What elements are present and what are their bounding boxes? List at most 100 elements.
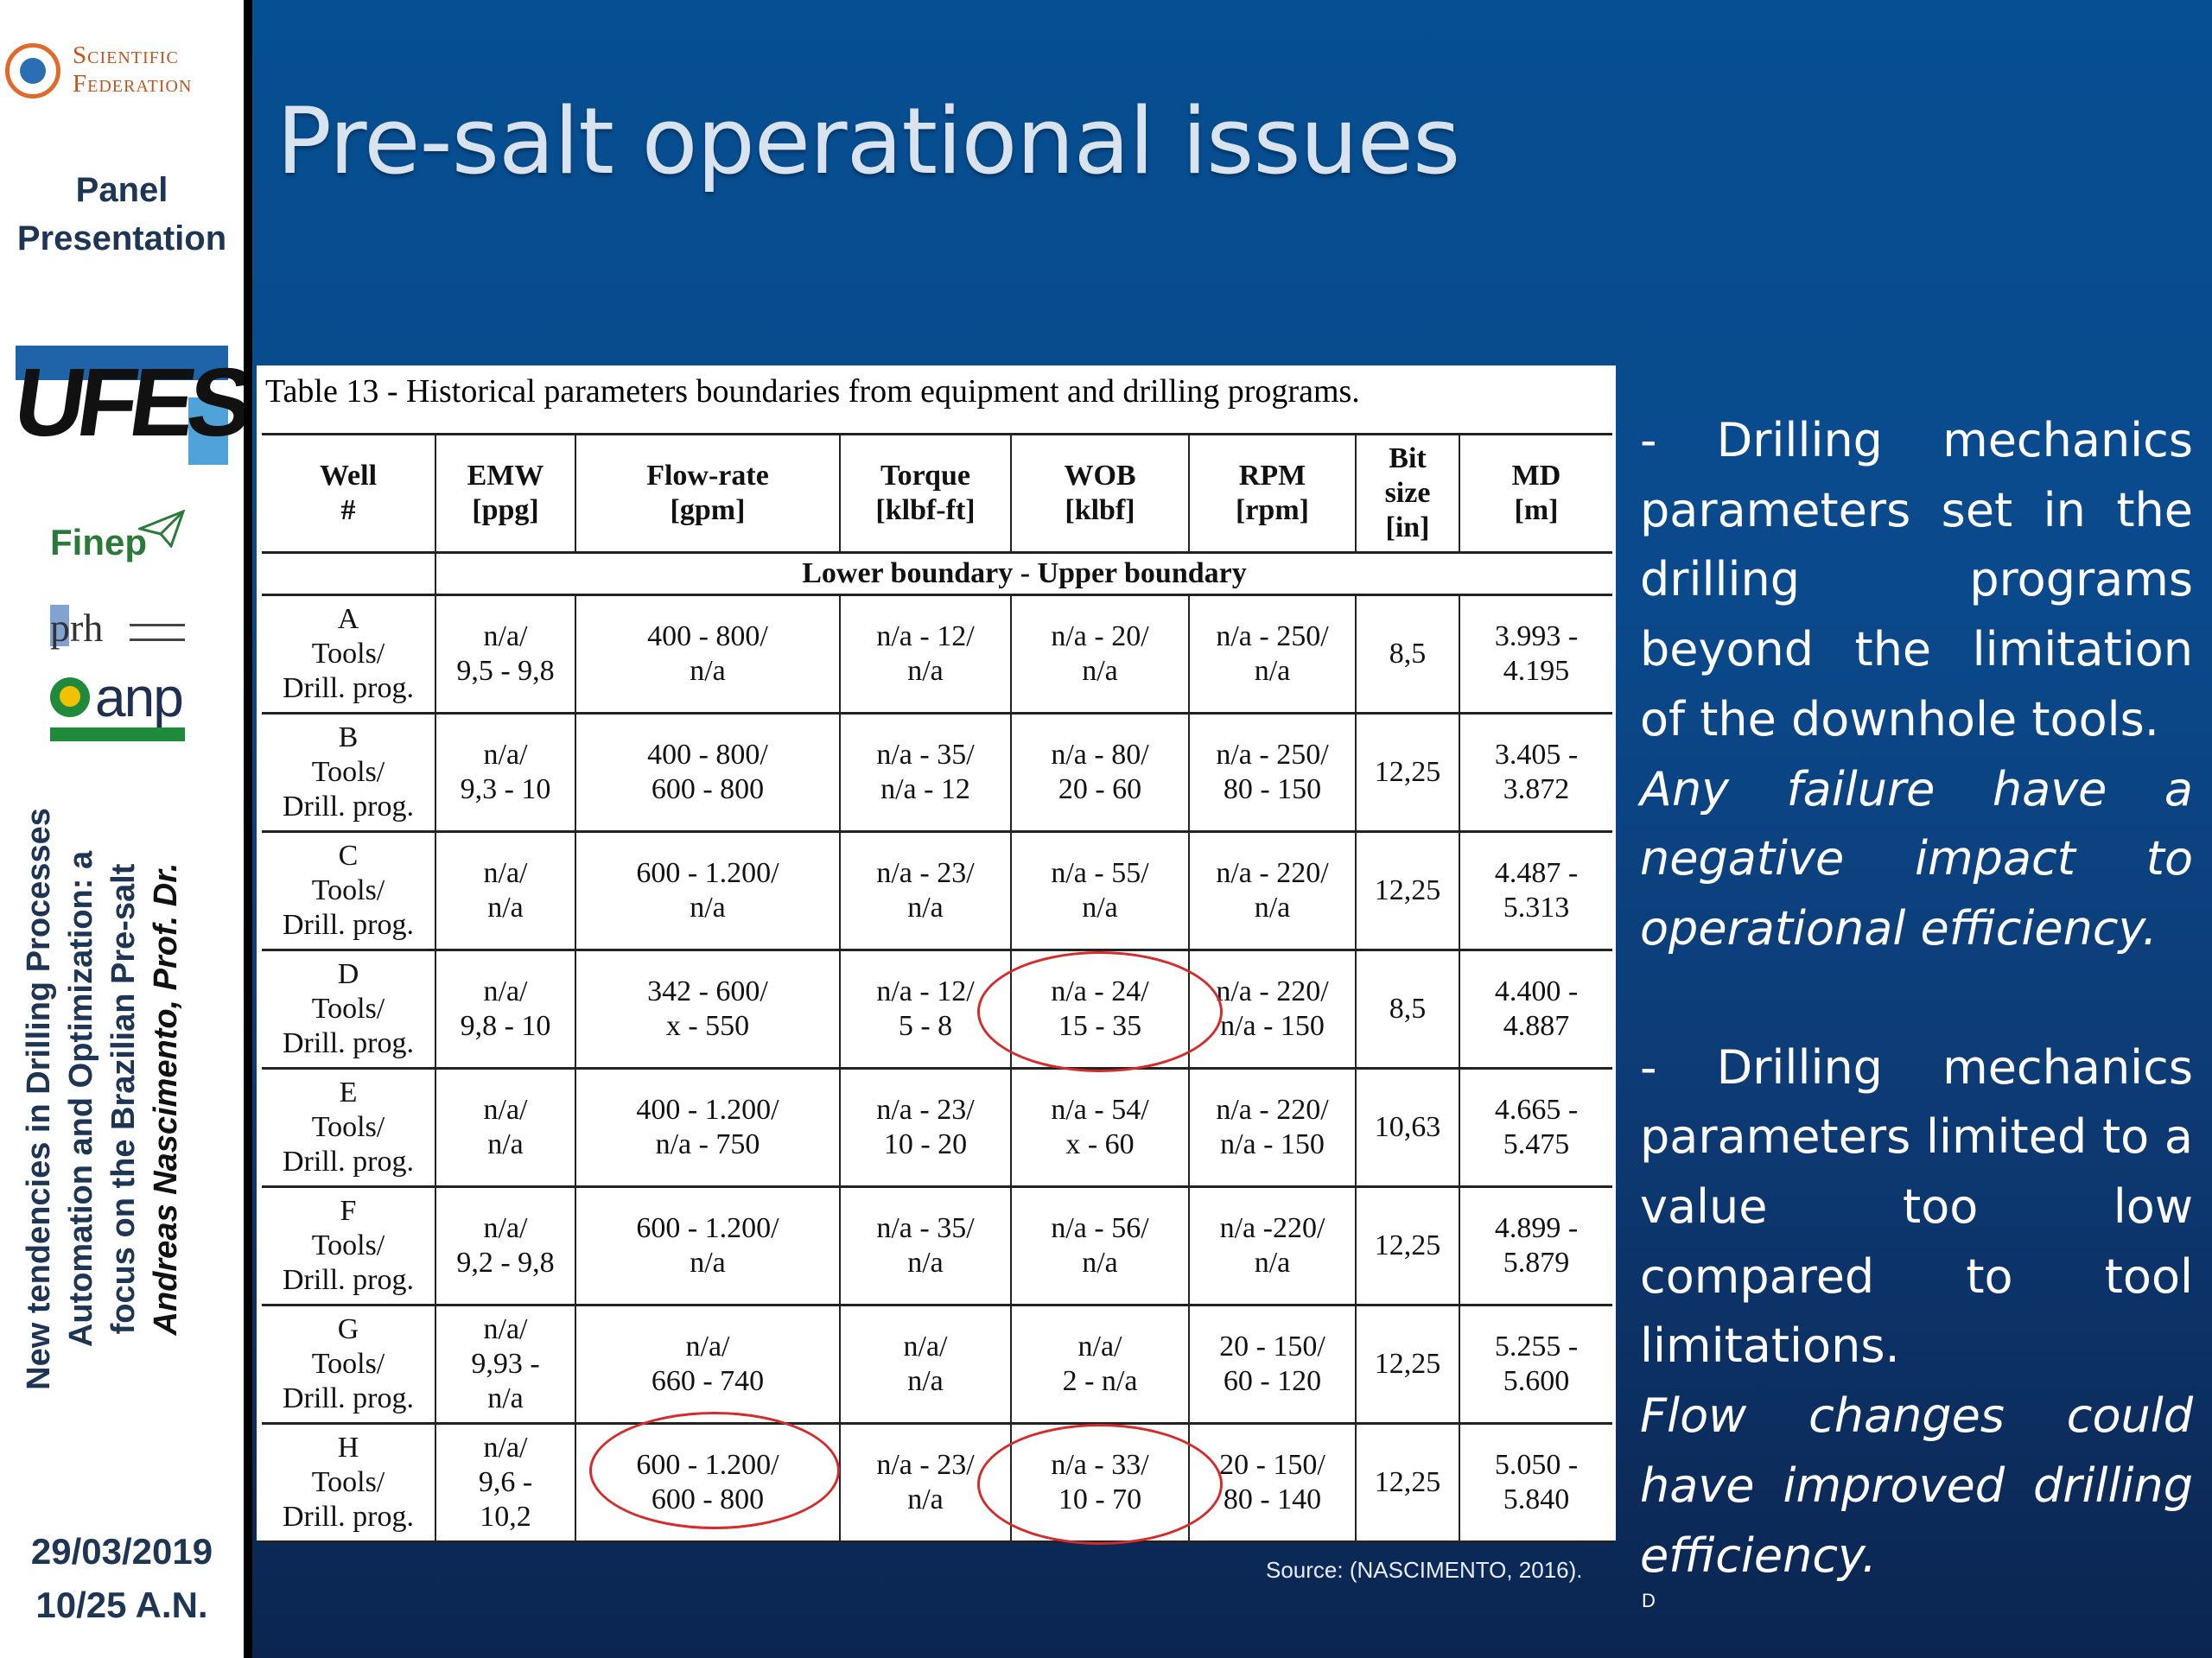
cell-torque: n/a/n/a	[839, 1305, 1011, 1425]
cell-torque: n/a - 35/n/a - 12	[839, 713, 1011, 833]
vertical-title-line-2: Automation and Optimization: a	[63, 850, 99, 1348]
cell-line: n/a/	[483, 739, 528, 771]
cell-line: n/a	[907, 1365, 944, 1397]
vertical-title: New tendencies in Drilling Processes Aut…	[18, 788, 226, 1410]
cell-line: n/a	[1082, 892, 1118, 924]
cell-emw: n/a/9,6 -10,2	[435, 1423, 575, 1543]
cell-line: n/a - 12	[880, 773, 970, 805]
header-rpm: RPM [rpm]	[1188, 434, 1356, 554]
cell-line: 9,93 -	[471, 1348, 540, 1380]
cell-emw: n/a/9,5 - 9,8	[435, 594, 575, 715]
cell-rpm: n/a - 250/80 - 150	[1188, 713, 1356, 833]
cell-line: Tools/	[311, 756, 385, 788]
cell-line: Tools/	[311, 993, 385, 1025]
cell-line: n/a - 220/	[1216, 857, 1329, 889]
cell-emw: n/a/9,93 - n/a	[435, 1305, 575, 1425]
cell-line: Tools/	[311, 1111, 385, 1143]
cell-line: 5.050 -	[1494, 1449, 1579, 1481]
vertical-title-line-1: New tendencies in Drilling Processes	[21, 808, 57, 1390]
logo-line-1: Scientific	[73, 41, 179, 69]
table-row: F Tools/Drill. prog. n/a/9,2 - 9,8 600 - 1.…	[262, 1186, 1612, 1306]
cell-line: Tools/	[311, 1229, 385, 1261]
vertical-title-line-3: focus on the Brazilian Pre-salt	[105, 863, 142, 1335]
ufes-logo-text: UFES	[8, 348, 254, 456]
cell-line: Drill. prog.	[282, 1027, 415, 1059]
cell-line: 10,2	[480, 1501, 531, 1533]
cell-torque: n/a - 35/n/a	[839, 1186, 1011, 1306]
cell-line: n/a - 250/	[1216, 620, 1329, 652]
cell-line: n/a - 12/	[876, 620, 975, 652]
cell-flow: 600 - 1.200/n/a	[575, 1186, 840, 1306]
cell-line: 9,2 - 9,8	[456, 1247, 555, 1279]
cell-line: 3.405 -	[1494, 739, 1579, 771]
cell-line: H	[337, 1432, 359, 1464]
date: 29/03/2019	[30, 1531, 213, 1572]
cell-line: 4.487 -	[1494, 857, 1579, 889]
table-subheader-row: Lower boundary - Upper boundary	[262, 552, 1612, 596]
cell-line: 80 - 150	[1223, 773, 1322, 805]
cell-line: 4.887	[1503, 1010, 1570, 1042]
cell-line: 4.195	[1503, 655, 1570, 687]
cell-rpm: n/a -220/n/a	[1188, 1186, 1356, 1306]
cell-torque: n/a - 12/n/a	[839, 594, 1011, 715]
cell-emw: n/a/9,3 - 10	[435, 713, 575, 833]
cell-line: 5.840	[1503, 1483, 1570, 1515]
cell-line: n/a - 12/	[876, 975, 975, 1007]
cell-line: Drill. prog.	[282, 909, 415, 941]
cell-well: D Tools/Drill. prog.	[262, 950, 435, 1070]
cell-line: n/a - 54/	[1051, 1094, 1149, 1126]
cell-wob: n/a - 55/n/a	[1010, 831, 1189, 951]
cell-line: 5.879	[1503, 1247, 1570, 1279]
parameters-table: Well # EMW [ppg] Flow-rate [gpm] Torque [klb…	[262, 433, 1612, 1543]
cell-line: n/a	[1082, 1247, 1118, 1279]
cell-line: 400 - 1.200/	[636, 1094, 779, 1126]
header-torque: Torque [klbf-ft]	[839, 434, 1011, 554]
cell-line: n/a - 23/	[876, 1449, 975, 1481]
cell-md: 5.255 -5.600	[1459, 1305, 1612, 1425]
footer-mark: D	[1642, 1590, 1656, 1611]
table-row: H Tools/Drill. prog. n/a/9,6 -10,2 600 - 1.…	[262, 1423, 1612, 1543]
cell-line: 20 - 150/	[1219, 1449, 1325, 1481]
cell-line: 3.993 -	[1494, 620, 1579, 652]
cell-line: 9,6 -	[478, 1466, 533, 1498]
bullet-2-italic: Flow changes could have improved drillin…	[1640, 1388, 2193, 1583]
cell-line: n/a - 23/	[876, 857, 975, 889]
cell-well: G Tools/Drill. prog.	[262, 1305, 435, 1425]
highlight-circle-h-wob	[977, 1424, 1223, 1545]
cell-line: n/a	[487, 1128, 524, 1160]
cell-bit: 8,5	[1355, 594, 1459, 715]
table-body: A Tools/Drill. prog. n/a/9,5 - 9,8 400 - 80…	[262, 594, 1612, 1543]
cell-flow: 400 - 1.200/n/a - 750	[575, 1068, 840, 1188]
cell-line: n/a - 35/	[876, 1212, 975, 1244]
cell-line: n/a - 750	[655, 1128, 760, 1160]
cell-line: n/a	[690, 892, 726, 924]
cell-md: 4.899 -5.879	[1459, 1186, 1612, 1306]
cell-line: n/a - 35/	[876, 739, 975, 771]
cell-bit: 12,25	[1355, 1186, 1459, 1306]
header-flow-rate: Flow-rate [gpm]	[575, 434, 840, 554]
cell-bit: 12,25	[1355, 1305, 1459, 1425]
cell-line: A	[337, 603, 359, 635]
cell-line: Drill. prog.	[282, 672, 415, 704]
subheader-boundary: Lower boundary - Upper boundary	[435, 552, 1612, 596]
cell-torque: n/a - 12/5 - 8	[839, 950, 1011, 1070]
cell-line: 12,25	[1374, 1229, 1441, 1261]
cell-bit: 12,25	[1355, 713, 1459, 833]
cell-line: G	[337, 1313, 359, 1345]
cell-emw: n/a/9,2 - 9,8	[435, 1186, 575, 1306]
cell-line: F	[340, 1195, 357, 1227]
cell-line: Tools/	[311, 638, 385, 670]
cell-line: 10 - 20	[883, 1128, 968, 1160]
cell-rpm: n/a - 220/n/a	[1188, 831, 1356, 951]
prh-lines-decoration	[130, 624, 185, 641]
cell-line: 5.255 -	[1494, 1331, 1579, 1363]
cell-line: n/a	[690, 1247, 726, 1279]
header-md: MD [m]	[1459, 434, 1612, 554]
table-row: E Tools/Drill. prog. n/a/n/a 400 - 1.200/n/…	[262, 1068, 1612, 1188]
cell-line: n/a	[487, 892, 524, 924]
cell-line: 600 - 1.200/	[636, 857, 779, 889]
cell-rpm: n/a - 250/n/a	[1188, 594, 1356, 715]
cell-line: 8,5	[1389, 638, 1427, 670]
cell-line: 5.475	[1503, 1128, 1570, 1160]
cell-torque: n/a - 23/10 - 20	[839, 1068, 1011, 1188]
